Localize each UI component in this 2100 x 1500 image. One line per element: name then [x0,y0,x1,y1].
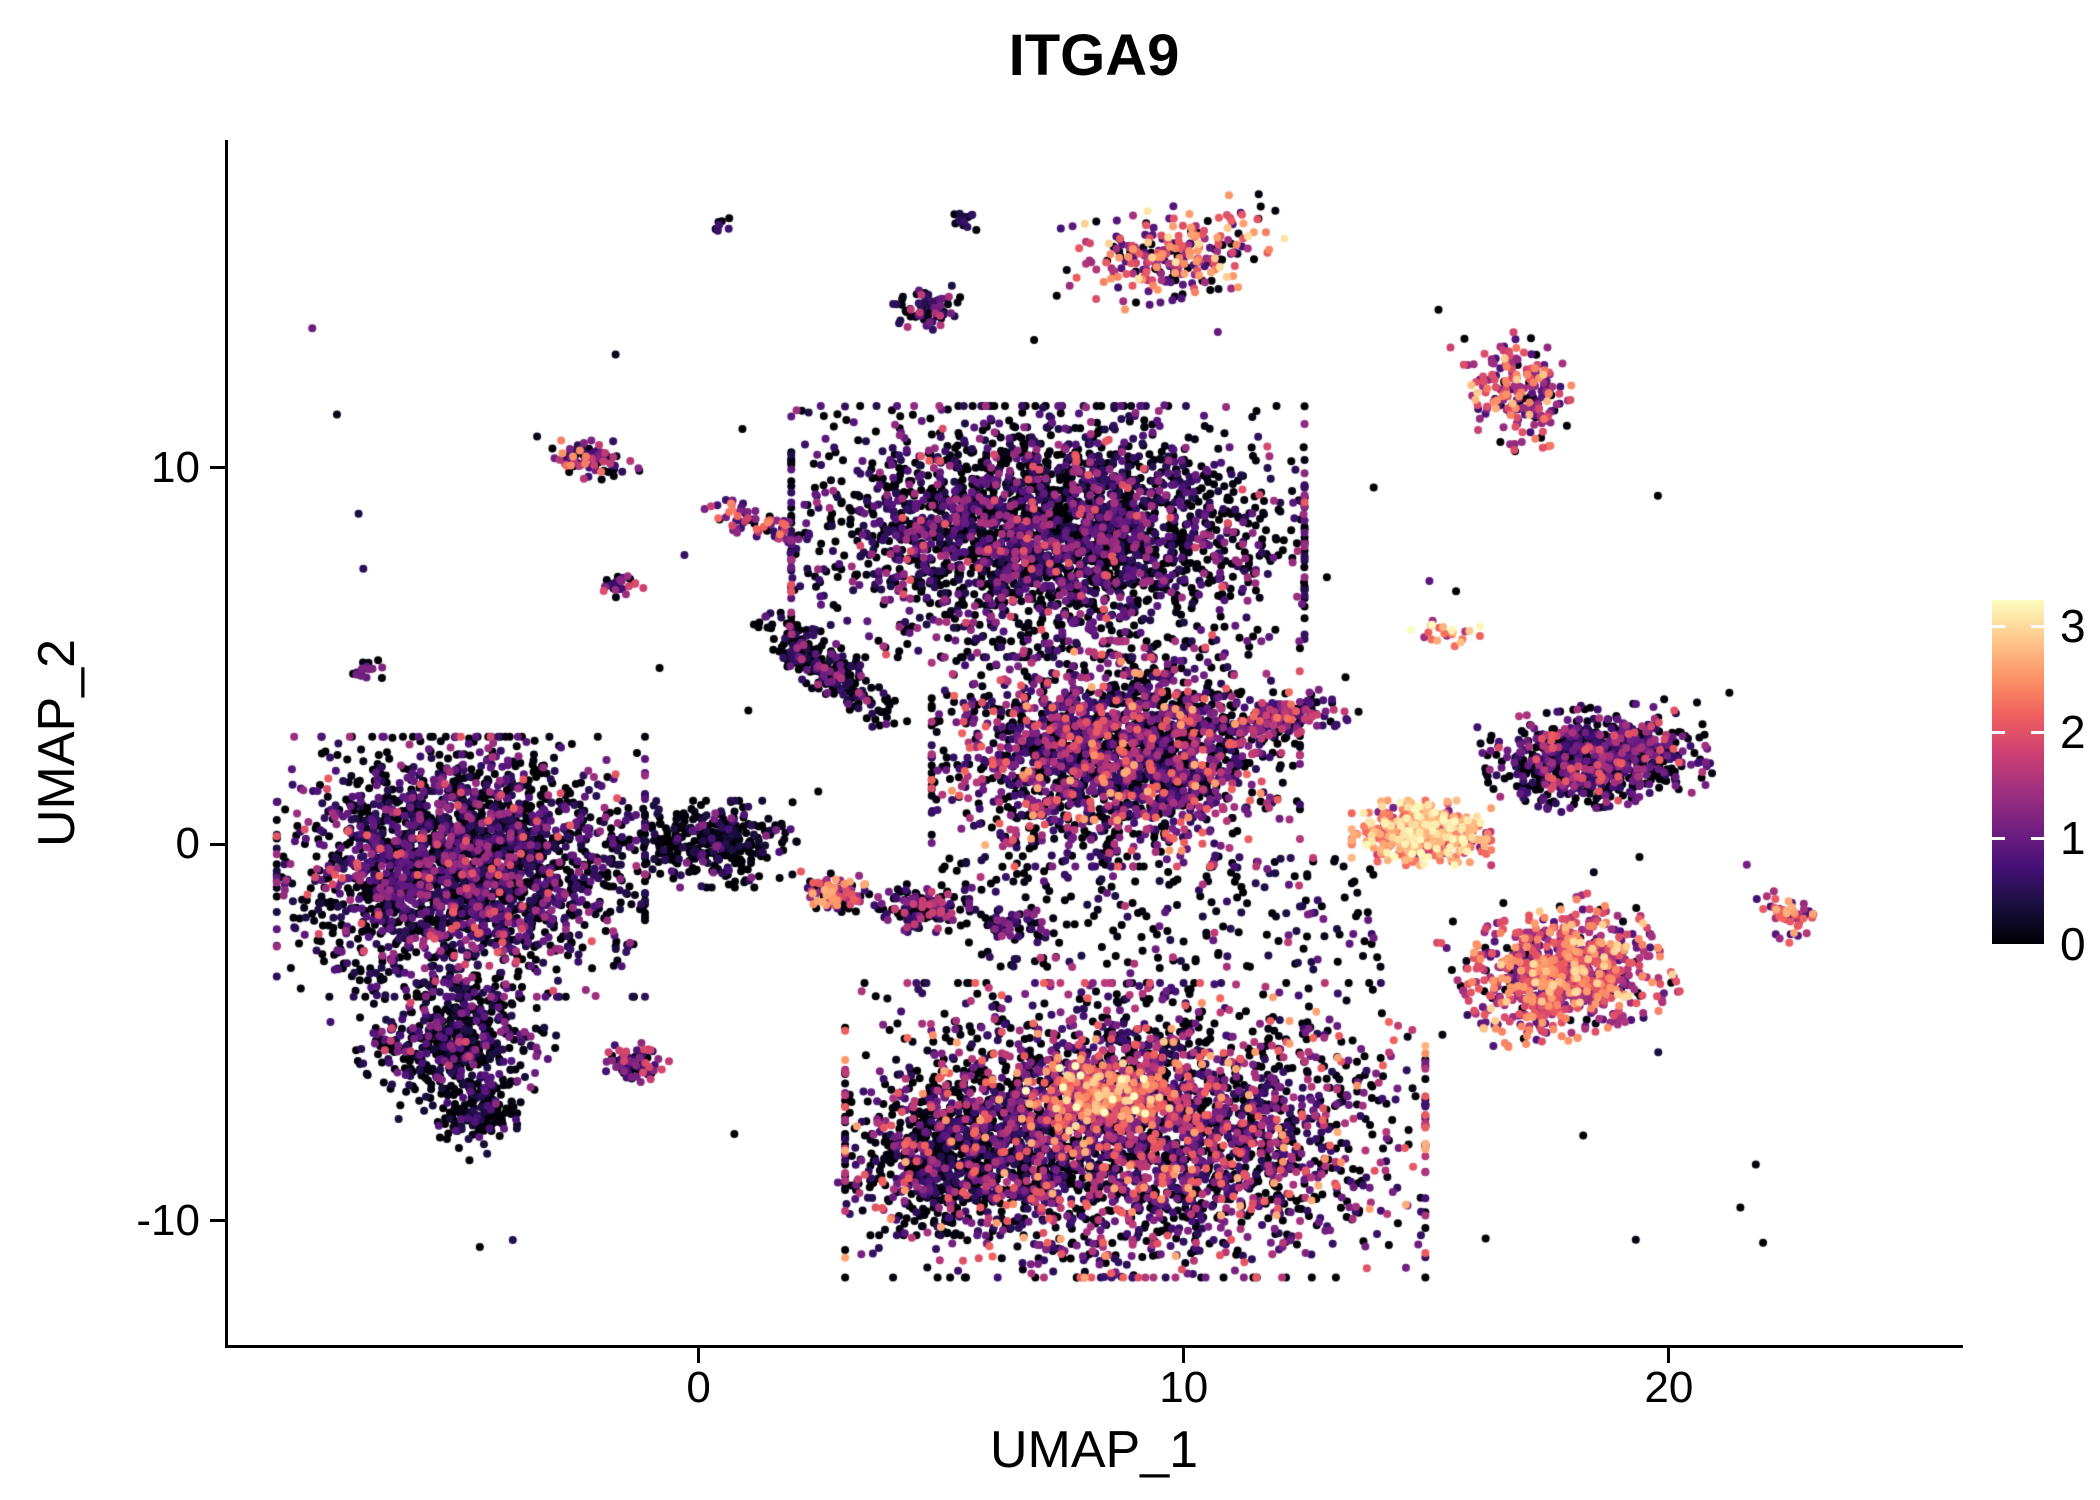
x-tick-label: 10 [1159,1363,1209,1412]
colorbar-tick-mark [1992,624,2005,628]
plot-title: ITGA9 [1008,23,1180,88]
x-axis-line [225,1345,1963,1348]
x-tick-label: 20 [1644,1363,1694,1412]
colorbar-tick-mark [2031,624,2044,628]
y-tick-mark [210,842,225,846]
y-axis-label: UMAP_2 [28,638,87,847]
colorbar-tick-label: 2 [2060,706,2086,759]
colorbar-tick-label: 0 [2060,918,2086,970]
y-tick-label: 0 [175,819,200,869]
colorbar-tick-mark [1992,836,2005,840]
colorbar-tick-label: 3 [2060,600,2086,653]
x-tick-mark [697,1348,701,1363]
colorbar-tick-mark [1992,730,2005,734]
y-tick-mark [210,1219,225,1223]
x-axis-label: UMAP_1 [989,1421,1199,1479]
y-tick-label: 10 [151,442,200,492]
x-tick-mark [1182,1348,1186,1363]
x-tick-mark [1667,1348,1671,1363]
y-axis-label-wrap: UMAP_2 [0,140,115,1345]
colorbar-tick-mark [2031,730,2044,734]
colorbar-gradient [1992,600,2044,944]
y-axis-line [225,140,228,1348]
x-tick-label: 0 [686,1363,711,1412]
y-tick-mark [210,466,225,470]
colorbar-tick-label: 1 [2060,812,2086,865]
y-tick-label: -10 [136,1195,200,1245]
colorbar-tick-mark [2031,836,2044,840]
